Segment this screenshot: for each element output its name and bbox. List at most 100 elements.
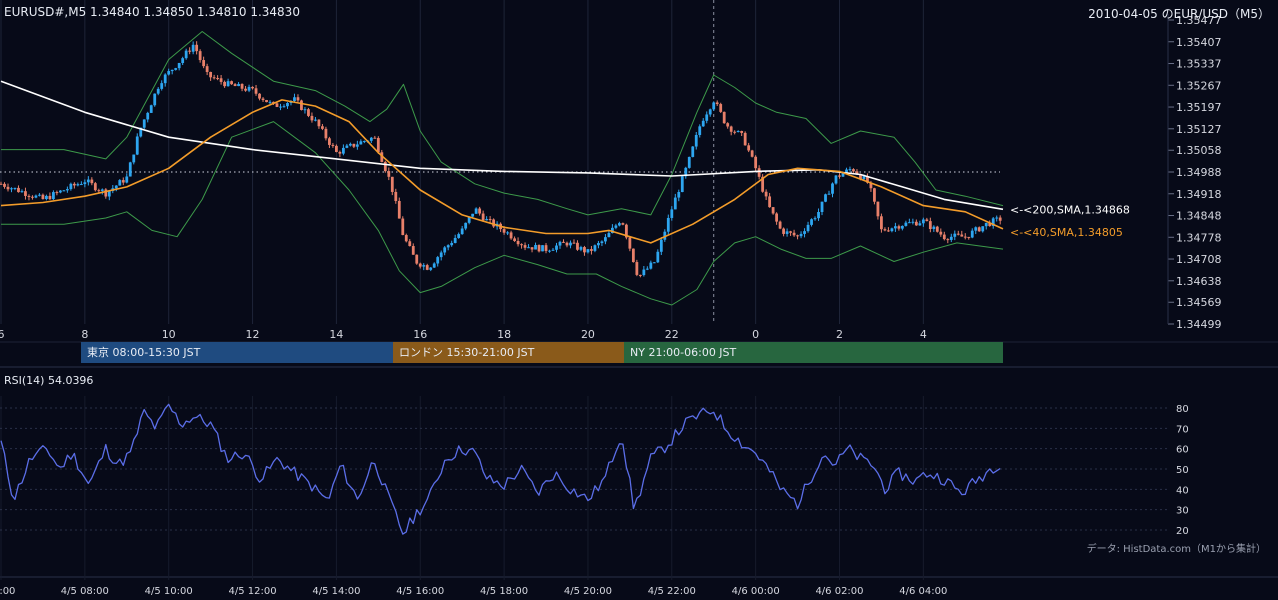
candle-body [418,263,422,267]
rsi-tick-label: 50 [1176,465,1189,476]
candle-body [977,227,981,232]
hour-tick-label: 10 [162,328,176,341]
candle-body [988,222,992,227]
rsi-tick-label: 80 [1176,404,1189,415]
time-tick-label: 4/5 16:00 [396,586,444,597]
candle-body [680,176,684,193]
ohlc-label: EURUSD#,M5 1.34840 1.34850 1.34810 1.348… [4,5,300,19]
candle-body [516,241,520,245]
time-tick-label: 4/6 02:00 [815,586,863,597]
bollinger-upper [1,31,1004,216]
candle-body [48,195,52,200]
candle-body [583,247,586,253]
candle-body [754,156,758,169]
candle-body [981,226,985,232]
candle-body [880,216,883,230]
candle-body [492,219,496,227]
candle-body [296,97,300,101]
session-newyork: NY 21:00-06:00 JST [624,342,1003,363]
candle-body [481,213,485,221]
candle-body [10,188,13,190]
candle-body [935,226,939,232]
sma40-label: <-<40,SMA,1.34805 [1010,226,1123,239]
candle-body [237,83,240,87]
candle-body [355,144,359,147]
candle-body [624,224,628,238]
candle-body [226,81,230,87]
candle-body [604,237,607,242]
time-tick-label: 4/5 14:00 [312,586,360,597]
candle-body [279,106,282,108]
hour-tick-label: 0 [752,328,759,341]
candle-body [17,187,20,193]
candle-body [471,213,475,217]
candle-body [827,193,831,195]
candle-body [86,179,90,183]
candle-body [38,194,41,196]
candle-body [265,100,268,103]
candle-body [548,250,551,252]
rsi-axis: 80 70 60 50 40 30 20 [1176,404,1189,537]
candle-body [649,262,653,269]
candle-body [254,88,258,94]
candle-body [845,169,848,174]
candle-body [810,219,813,225]
price-tick-label: 1.35197 [1176,101,1222,114]
candle-body [513,238,516,242]
candle-body [953,233,957,237]
hour-tick-label: 16 [413,328,427,341]
candle-body [34,195,38,198]
candle-body [328,138,331,145]
candle-body [597,243,600,246]
candle-body [31,196,34,198]
candle-body [58,190,62,193]
sma40-line [0,99,1004,244]
candle-body [411,246,415,255]
candle-body [670,209,674,218]
time-tick-label: 4/5 12:00 [229,586,277,597]
candle-body [876,201,880,217]
candle-body [223,81,226,87]
candle-body [321,126,324,129]
candle-body [181,58,185,63]
candle-body [404,235,408,242]
candle-body [733,131,737,133]
candle-body [970,230,974,238]
candle-body [188,50,192,52]
candle-body [282,106,286,108]
candle-body [139,127,143,137]
candle-body [474,208,478,214]
candle-body [184,50,188,59]
candle-body [443,247,447,253]
candle-body [6,186,10,190]
candle-body [121,180,125,183]
candle-body [932,226,936,230]
hour-tick-label: 6 [0,328,5,341]
moving-averages: <-<200,SMA,1.34868 <-<40,SMA,1.34805 [0,80,1130,244]
candle-body [244,88,247,91]
candle-body [579,247,583,250]
rsi-tick-label: 20 [1176,526,1189,537]
candle-body [631,248,635,263]
candle-body [376,138,380,153]
candle-body [897,226,901,229]
candle-body [202,60,206,67]
candle-body [394,191,398,201]
candle-body [247,86,251,91]
candle-body [883,229,887,231]
candle-body [764,191,768,197]
candle-body [212,77,216,79]
candle-body [705,114,709,121]
price-tick-label: 1.34569 [1176,296,1222,309]
candle-body [712,102,716,110]
candle-body [743,132,747,146]
candle-body [132,154,136,163]
sma200-line [0,80,1004,211]
candle-body [83,182,87,185]
candle-body [911,221,915,223]
candle-body [789,231,792,233]
candle-body [838,175,841,177]
candle-body [813,218,817,220]
candle-body [352,143,356,147]
candle-body [551,249,555,251]
